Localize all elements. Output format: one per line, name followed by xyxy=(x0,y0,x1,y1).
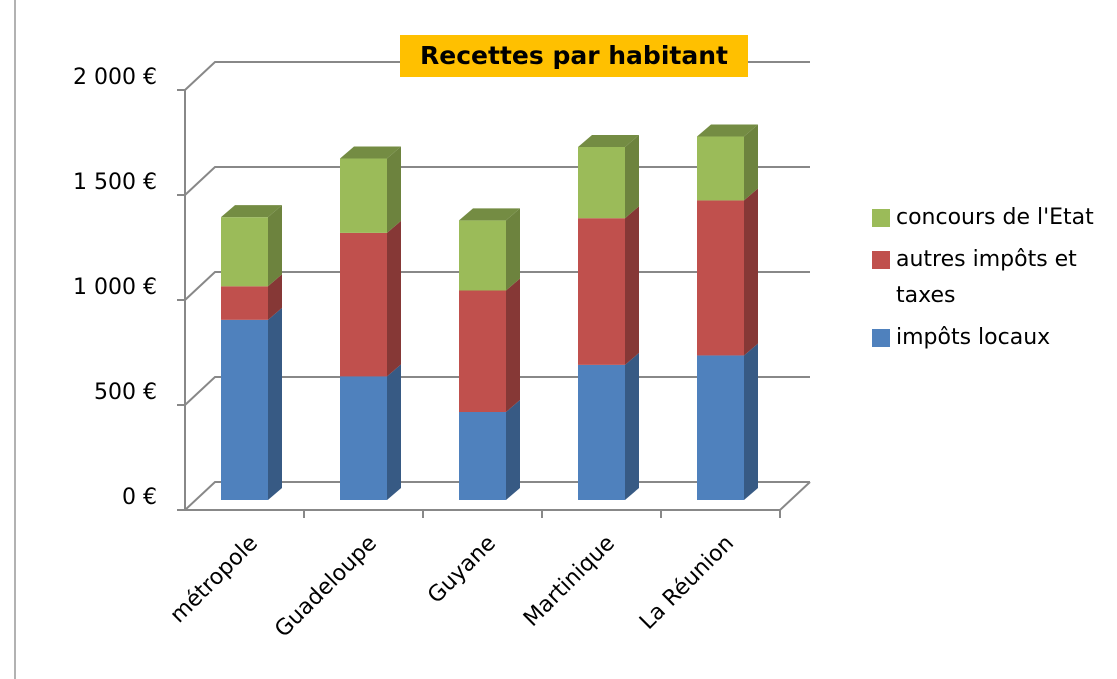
bar-side xyxy=(744,343,758,500)
legend-entry: autres impôts et taxes xyxy=(872,242,1112,314)
y-tick-label: 1 000 € xyxy=(73,275,157,300)
chart-title: Recettes par habitant xyxy=(420,41,728,70)
bar-top xyxy=(459,208,520,221)
bar-segment xyxy=(221,319,268,500)
bar-side xyxy=(387,364,401,500)
x-tick-label: Martinique xyxy=(519,531,620,632)
bar-top xyxy=(340,146,401,159)
bar-segment xyxy=(578,364,625,500)
bar-segment xyxy=(697,136,744,201)
legend-label: impôts locaux xyxy=(896,325,1051,350)
bar-side xyxy=(625,352,639,500)
bar-side xyxy=(268,307,282,500)
bar-segment xyxy=(340,158,387,233)
bar-side xyxy=(506,208,520,291)
legend-swatch xyxy=(872,251,890,269)
bar-side xyxy=(506,278,520,413)
bar-side xyxy=(506,400,520,500)
bar-segment xyxy=(578,146,625,219)
bar-segment xyxy=(221,286,268,320)
x-tick-label: métropole xyxy=(166,531,263,628)
bar-segment xyxy=(459,290,506,413)
bar-segment xyxy=(578,218,625,365)
bar-top xyxy=(697,124,758,137)
bar-segment xyxy=(697,355,744,500)
bar-segment xyxy=(459,220,506,291)
y-tick-label: 2 000 € xyxy=(73,65,157,90)
bar-segment xyxy=(340,232,387,377)
x-tick-label: Guyane xyxy=(423,531,501,609)
legend-swatch xyxy=(872,329,890,347)
y-tick-label: 500 € xyxy=(94,380,157,405)
legend-entry: impôts locaux xyxy=(872,320,1112,356)
bar-segment xyxy=(221,217,268,287)
frame xyxy=(14,0,16,679)
bar-side xyxy=(625,134,639,219)
legend-label: autres impôts et taxes xyxy=(896,247,1077,308)
bar-side xyxy=(744,124,758,201)
title-box xyxy=(400,35,748,77)
y-tick-label: 0 € xyxy=(122,485,157,510)
legend-label: concours de l'Etat xyxy=(896,205,1094,230)
bar-side xyxy=(268,205,282,287)
y-tick-label: 1 500 € xyxy=(73,170,157,195)
x-tick-label: La Réunion xyxy=(635,531,739,635)
bar-segment xyxy=(459,412,506,500)
bar-segment xyxy=(697,200,744,356)
bar-side xyxy=(744,188,758,356)
bar-segment xyxy=(340,376,387,500)
legend-swatch xyxy=(872,209,890,227)
bar-side xyxy=(387,146,401,233)
x-tick-label: Guadeloupe xyxy=(270,531,382,643)
bar-top xyxy=(221,205,282,218)
bar-side xyxy=(268,274,282,320)
bar-top xyxy=(578,134,639,147)
bar-side xyxy=(625,206,639,365)
legend-entry: concours de l'Etat xyxy=(872,200,1112,236)
legend: concours de l'Etat autres impôts et taxes… xyxy=(872,200,1112,362)
bar-side xyxy=(387,220,401,377)
